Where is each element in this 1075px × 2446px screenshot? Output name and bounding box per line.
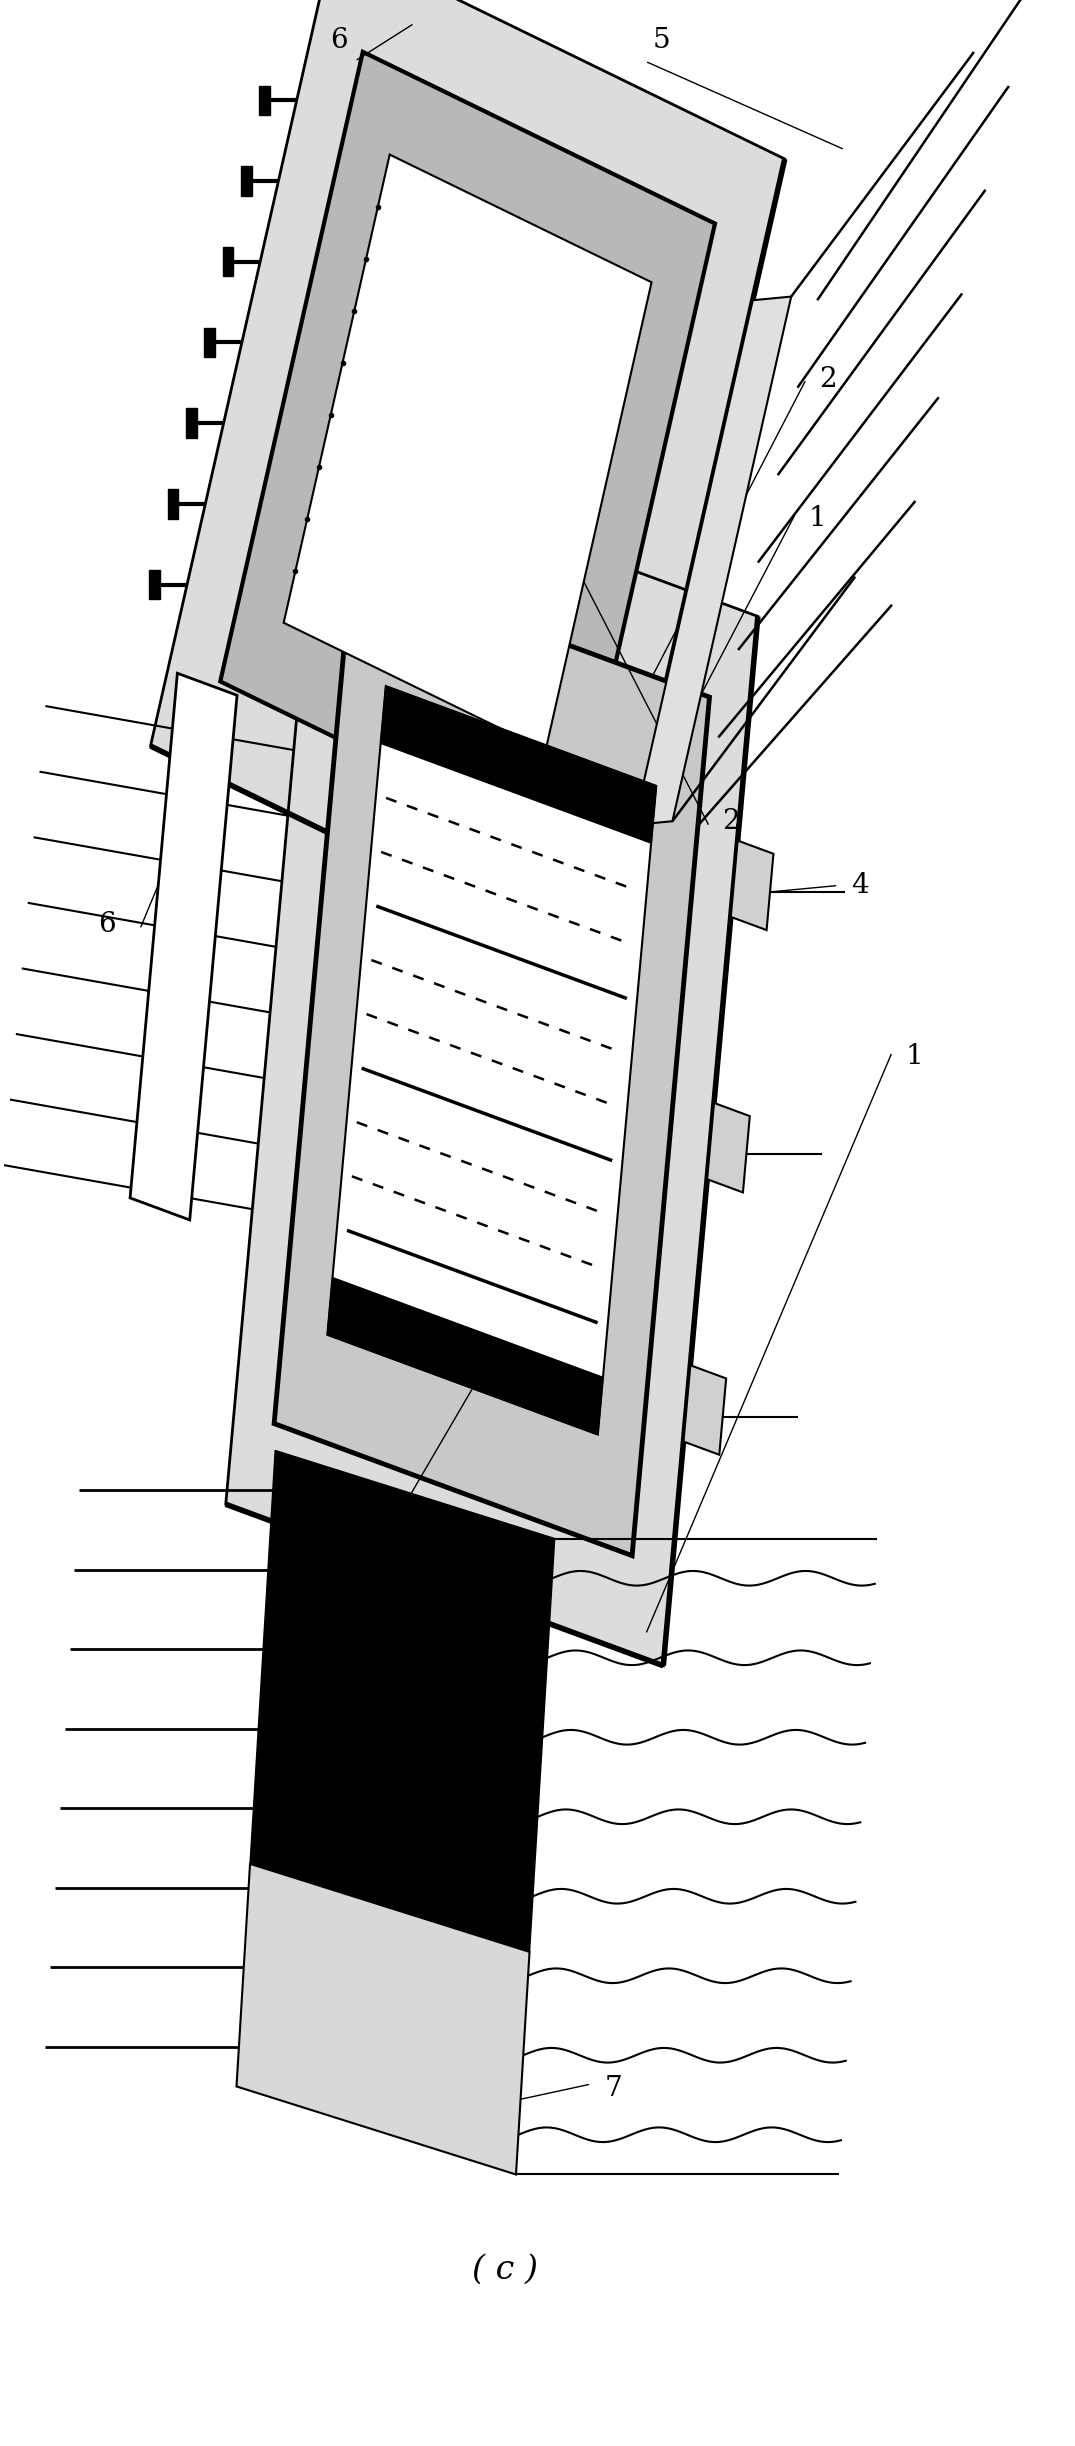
Text: 2: 2: [722, 807, 740, 837]
Polygon shape: [634, 296, 791, 824]
Polygon shape: [381, 685, 656, 844]
Polygon shape: [707, 1103, 750, 1194]
Polygon shape: [223, 247, 233, 276]
Polygon shape: [186, 408, 197, 438]
Polygon shape: [284, 154, 651, 751]
Polygon shape: [731, 841, 774, 929]
Text: ( b ): ( b ): [471, 1609, 540, 1644]
Polygon shape: [149, 570, 160, 599]
Polygon shape: [168, 489, 178, 519]
Polygon shape: [151, 0, 785, 966]
Text: 1: 1: [808, 504, 827, 533]
Polygon shape: [204, 328, 215, 357]
Text: 1: 1: [905, 1042, 923, 1071]
Polygon shape: [684, 1365, 727, 1455]
Polygon shape: [236, 1864, 530, 2174]
Text: ( c ): ( c ): [472, 2253, 539, 2287]
Text: ( a ): ( a ): [472, 785, 539, 819]
Text: 7: 7: [604, 2074, 622, 2104]
Text: 6: 6: [330, 27, 347, 54]
Polygon shape: [274, 565, 710, 1556]
Polygon shape: [226, 455, 758, 1666]
Text: 5: 5: [653, 27, 670, 54]
Polygon shape: [250, 1450, 555, 1952]
Polygon shape: [259, 86, 270, 115]
Polygon shape: [327, 1277, 603, 1433]
Polygon shape: [290, 1534, 445, 1751]
Polygon shape: [130, 673, 236, 1221]
Polygon shape: [327, 685, 656, 1433]
Text: 2: 2: [819, 364, 836, 394]
Text: 4: 4: [851, 871, 869, 900]
Polygon shape: [220, 51, 715, 854]
Text: 3: 3: [593, 1194, 611, 1223]
Text: 6: 6: [99, 910, 116, 939]
Polygon shape: [241, 166, 252, 196]
